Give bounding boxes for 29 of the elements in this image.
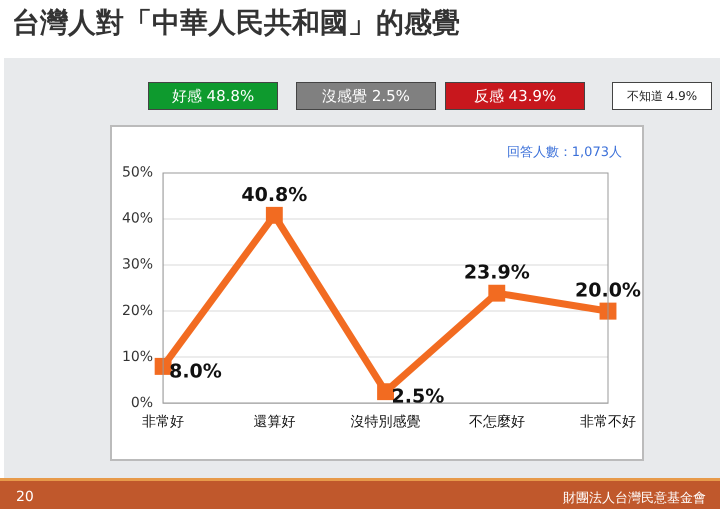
y-tick-label: 50% — [122, 164, 154, 181]
x-tick-label: 非常不好 — [580, 414, 636, 430]
point — [488, 284, 506, 302]
text: 財團法人台灣民意基金會 — [563, 490, 706, 507]
data-label: 2.5% — [392, 386, 444, 408]
text: 回答人數：1,073人 — [506, 144, 622, 161]
x-tick-label: 還算好 — [253, 414, 296, 430]
data-label: 23.9% — [464, 262, 530, 284]
y-tick-label: 20% — [122, 302, 154, 319]
text: 20 — [16, 489, 34, 505]
x-tick-label: 不怎麼好 — [468, 414, 525, 430]
x-tick-label: 沒特別感覺 — [350, 414, 421, 430]
text: 反感 43.9% — [445, 82, 585, 110]
y-tick-label: 40% — [122, 210, 154, 227]
point — [154, 358, 172, 375]
point — [377, 383, 394, 400]
y-tick-label: 10% — [122, 348, 154, 365]
data-label: 40.8% — [241, 184, 308, 206]
text: 沒感覺 2.5% — [296, 82, 436, 110]
chart-title: 台灣人對「中華人民共和國」的感覺 — [12, 5, 460, 41]
y-tick-label: 30% — [122, 256, 154, 273]
text: 不知道 4.9% — [612, 82, 712, 110]
data-label: 8.0% — [169, 360, 222, 382]
point — [600, 302, 616, 320]
x-tick-label: 非常好 — [142, 414, 184, 430]
point — [266, 206, 283, 224]
y-tick-label: 0% — [130, 394, 154, 411]
text: 好感 48.8% — [148, 82, 278, 110]
data-label: 20.0% — [575, 280, 641, 302]
